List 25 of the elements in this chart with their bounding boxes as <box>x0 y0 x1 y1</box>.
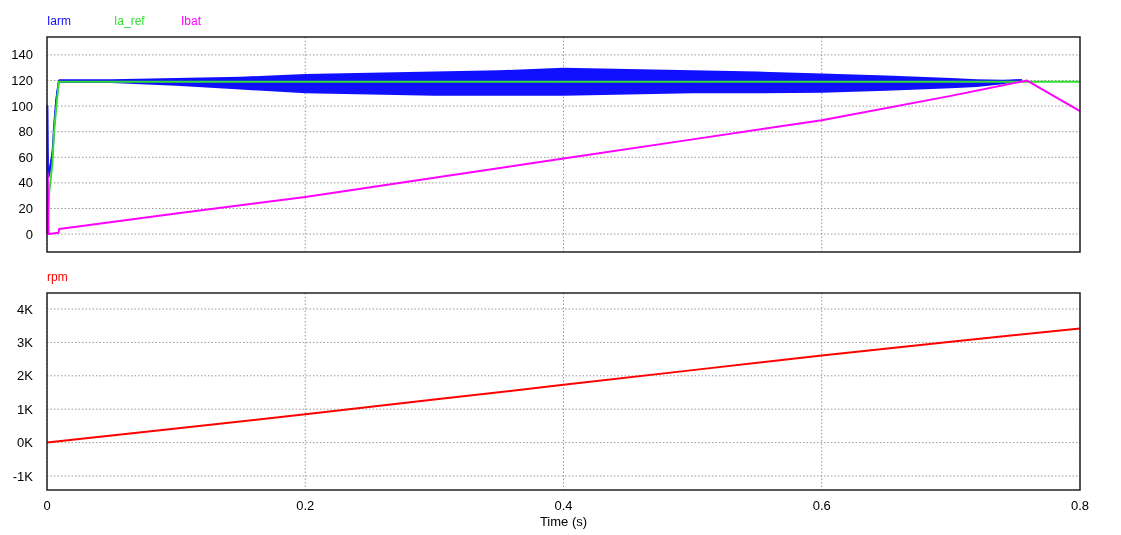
y-tick-label: 40 <box>18 175 33 191</box>
y-tick-label: 4K <box>17 301 34 317</box>
y-tick-label: 0 <box>25 226 33 242</box>
y-tick-label: 1K <box>17 401 34 417</box>
y-tick-label: 60 <box>18 149 33 165</box>
x-tick-label: 0 <box>43 498 51 513</box>
y-tick-label: 20 <box>18 201 33 217</box>
text: Iarm <box>47 14 71 28</box>
y-tick-label: 100 <box>11 98 33 114</box>
x-tick-label: 0.6 <box>812 498 831 513</box>
y-tick-label: 2K <box>17 368 34 384</box>
x-axis-title: Time (s) <box>539 514 588 529</box>
y-tick-label: 80 <box>18 124 33 140</box>
x-tick-label: 0.8 <box>1070 498 1090 513</box>
text: Ia_ref <box>114 14 146 28</box>
y-tick-label: 0K <box>17 435 34 451</box>
text: Ibat <box>181 14 202 28</box>
y-tick-label: -1K <box>12 468 34 484</box>
line-series <box>46 327 1081 444</box>
y-tick-label: 140 <box>11 47 33 63</box>
y-tick-label: 3K <box>17 334 34 350</box>
x-tick-label: 0.4 <box>554 498 573 513</box>
text: rpm <box>47 270 68 284</box>
x-tick-label: 0.2 <box>296 498 315 513</box>
y-tick-label: 120 <box>11 73 33 89</box>
